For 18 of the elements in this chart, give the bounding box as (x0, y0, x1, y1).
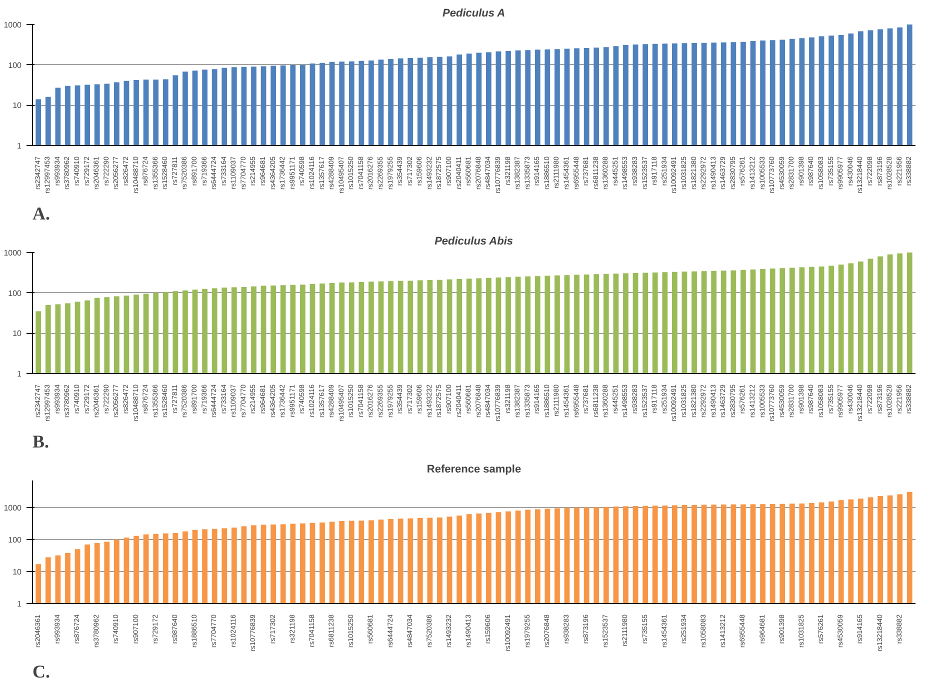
chart-title: Pediculus A (442, 8, 506, 20)
chart-title: Pediculus Abis (434, 236, 514, 248)
y-tick-label: 1 (17, 370, 22, 378)
y-tick-label: 100 (8, 536, 22, 545)
text: A. (32, 204, 50, 224)
chart-title: Reference sample (426, 464, 522, 476)
y-tick-label: 10 (12, 568, 22, 577)
y-tick-label: 1000 (4, 504, 22, 513)
y-tick-label: 1000 (4, 248, 22, 258)
y-tick-label: 1 (17, 142, 22, 150)
y-tick-label: 10 (12, 329, 22, 338)
y-tick-label: 10 (12, 101, 22, 110)
y-tick-label: 1000 (4, 20, 22, 30)
y-tick-label: 100 (8, 288, 22, 298)
text: B. (32, 432, 50, 452)
y-tick-label: 100 (8, 60, 22, 70)
y-tick-label: 1 (17, 600, 22, 608)
text: C. (32, 662, 50, 682)
